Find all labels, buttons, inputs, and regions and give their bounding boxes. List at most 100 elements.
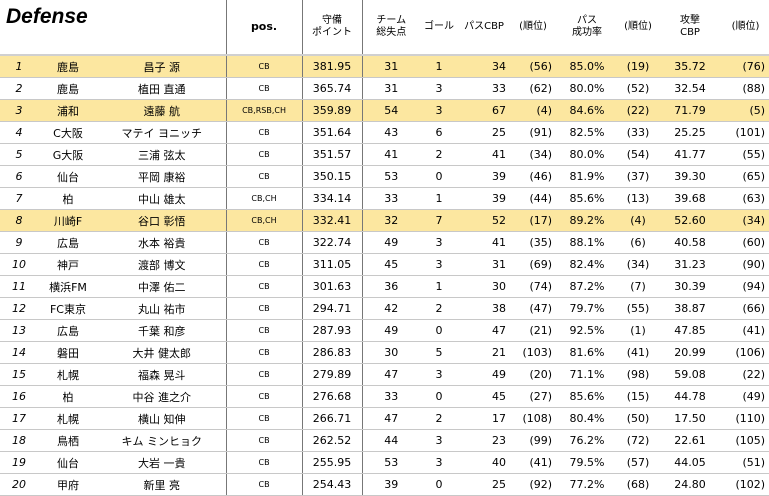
cell-attack-cbp: 32.54 [658, 77, 723, 100]
cell-defense-points: 254.43 [302, 473, 363, 496]
cell-pass-cbp-rank: (4) [510, 99, 557, 122]
header-pass-success-rate: パス 成功率 [556, 0, 619, 56]
cell-pass-cbp-rank: (21) [510, 319, 557, 342]
cell-attack-cbp-rank: (105) [722, 429, 769, 452]
cell-team: 広島 [38, 231, 98, 254]
cell-pass-rate-rank: (34) [618, 253, 659, 276]
cell-pass-cbp-rank: (56) [510, 54, 557, 78]
cell-pass-success-rate: 80.0% [556, 77, 619, 100]
cell-player-name: 新里 亮 [98, 473, 227, 496]
cell-attack-cbp-rank: (5) [722, 99, 769, 122]
cell-team-conceded: 47 [362, 407, 421, 430]
cell-rank: 20 [0, 473, 38, 496]
cell-goals: 3 [420, 253, 459, 276]
cell-pass-cbp: 38 [458, 297, 511, 320]
table-row: 12 FC東京 丸山 祐市 CB 294.71 42 2 38 (47) 79.7% (55) 38.… [0, 297, 769, 320]
cell-team: G大阪 [38, 143, 98, 166]
cell-goals: 2 [420, 407, 459, 430]
cell-pass-success-rate: 85.6% [556, 187, 619, 210]
cell-player-name: 渡部 博文 [98, 253, 227, 276]
cell-pass-cbp-rank: (46) [510, 165, 557, 188]
cell-pass-cbp: 41 [458, 231, 511, 254]
cell-team: 磐田 [38, 341, 98, 364]
cell-team-conceded: 41 [362, 143, 421, 166]
cell-position: CB [225, 407, 303, 430]
table-row: 2 鹿島 植田 直通 CB 365.74 31 3 33 (62) 80.0% (52) 32.54(… [0, 77, 769, 100]
table-row: 7 柏中山 雄太 CB,CH 334.14 33 1 39 (44) 85.6% (13) 39.6… [0, 187, 769, 210]
cell-attack-cbp: 52.60 [658, 209, 723, 232]
cell-rank: 19 [0, 451, 38, 474]
cell-team-conceded: 33 [362, 385, 421, 408]
cell-attack-cbp-rank: (60) [722, 231, 769, 254]
cell-defense-points: 255.95 [302, 451, 363, 474]
cell-pass-rate-rank: (55) [618, 297, 659, 320]
cell-pass-rate-rank: (1) [618, 319, 659, 342]
header-attack-cbp: 攻撃 CBP [658, 0, 723, 56]
cell-attack-cbp-rank: (76) [722, 54, 769, 78]
cell-pass-cbp-rank: (74) [510, 275, 557, 298]
cell-pass-cbp: 23 [458, 429, 511, 452]
cell-pass-success-rate: 71.1% [556, 363, 619, 386]
cell-position: CB [225, 275, 303, 298]
cell-attack-cbp: 35.72 [658, 54, 723, 78]
cell-attack-cbp-rank: (22) [722, 363, 769, 386]
cell-defense-points: 351.64 [302, 121, 363, 144]
cell-pass-rate-rank: (4) [618, 209, 659, 232]
cell-rank: 16 [0, 385, 38, 408]
cell-pass-success-rate: 85.6% [556, 385, 619, 408]
cell-team-conceded: 31 [362, 77, 421, 100]
table-row: 15 札幌 福森 晃斗 CB 279.89 47 3 49 (20) 71.1% (98) 59.08… [0, 363, 769, 386]
cell-attack-cbp: 39.30 [658, 165, 723, 188]
cell-rank: 8 [0, 209, 38, 232]
cell-rank: 17 [0, 407, 38, 430]
cell-attack-cbp-rank: (34) [722, 209, 769, 232]
cell-attack-cbp-rank: (65) [722, 165, 769, 188]
table-row: 11 横浜FM 中澤 佑二 CB 301.63 36 1 30 (74) 87.2% (7) 30.3… [0, 275, 769, 298]
table-row: 9 広島 水本 裕貴 CB 322.74 49 3 41 (35) 88.1% (6) 40.58 (6… [0, 231, 769, 254]
header-attack-cbp-rank: (順位) [722, 0, 769, 56]
cell-team-conceded: 44 [362, 429, 421, 452]
table-row: 20 甲府 新里 亮 CB 254.43 39 0 25 (92) 77.2% (68) 24.80(… [0, 473, 769, 496]
cell-attack-cbp: 44.78 [658, 385, 723, 408]
cell-position: CB [225, 143, 303, 166]
cell-rank: 9 [0, 231, 38, 254]
cell-position: CB [225, 121, 303, 144]
cell-attack-cbp-rank: (41) [722, 319, 769, 342]
cell-team-conceded: 47 [362, 363, 421, 386]
cell-defense-points: 359.89 [302, 99, 363, 122]
cell-attack-cbp: 31.23 [658, 253, 723, 276]
cell-position: CB [225, 319, 303, 342]
cell-player-name: 植田 直通 [98, 77, 227, 100]
table-row: 6 仙台 平岡 康裕 CB 350.15 53 0 39 (46) 81.9% (37) 39.30(… [0, 165, 769, 188]
cell-pass-cbp-rank: (69) [510, 253, 557, 276]
cell-pass-cbp-rank: (34) [510, 143, 557, 166]
cell-position: CB [225, 451, 303, 474]
cell-team: 神戸 [38, 253, 98, 276]
cell-pass-cbp: 67 [458, 99, 511, 122]
cell-pass-cbp-rank: (92) [510, 473, 557, 496]
cell-defense-points: 332.41 [302, 209, 363, 232]
cell-team: 柏 [38, 385, 98, 408]
cell-pass-success-rate: 77.2% [556, 473, 619, 496]
cell-team-conceded: 45 [362, 253, 421, 276]
cell-pass-rate-rank: (7) [618, 275, 659, 298]
page-title: Defense [0, 0, 227, 56]
cell-rank: 18 [0, 429, 38, 452]
cell-attack-cbp-rank: (66) [722, 297, 769, 320]
cell-pass-cbp: 25 [458, 473, 511, 496]
header-pos: pos. [225, 0, 303, 56]
cell-rank: 10 [0, 253, 38, 276]
cell-goals: 1 [420, 187, 459, 210]
cell-position: CB [225, 429, 303, 452]
cell-position: CB,CH [225, 187, 303, 210]
cell-rank: 6 [0, 165, 38, 188]
cell-team: 川崎F [38, 209, 98, 232]
cell-team-conceded: 49 [362, 231, 421, 254]
cell-pass-rate-rank: (41) [618, 341, 659, 364]
cell-rank: 4 [0, 121, 38, 144]
cell-pass-success-rate: 81.6% [556, 341, 619, 364]
header-row: Defense pos. 守備 ポイント チーム 総失点 ゴール パスCBP (順位… [0, 0, 769, 56]
cell-pass-cbp-rank: (99) [510, 429, 557, 452]
cell-position: CB [225, 253, 303, 276]
